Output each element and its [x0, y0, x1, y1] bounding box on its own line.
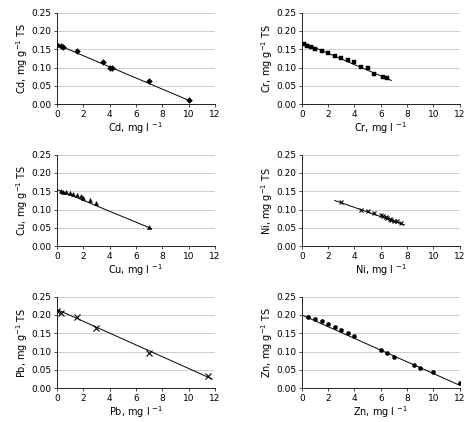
X-axis label: Pb, mg l $^{-1}$: Pb, mg l $^{-1}$	[109, 404, 163, 420]
Y-axis label: Cd, mg g$^{-1}$ TS: Cd, mg g$^{-1}$ TS	[14, 23, 30, 94]
Y-axis label: Ni, mg g$^{-1}$ TS: Ni, mg g$^{-1}$ TS	[259, 166, 275, 235]
X-axis label: Zn, mg l $^{-1}$: Zn, mg l $^{-1}$	[353, 404, 408, 420]
Y-axis label: Pb, mg g$^{-1}$ TS: Pb, mg g$^{-1}$ TS	[14, 307, 30, 378]
Y-axis label: Cu, mg g$^{-1}$ TS: Cu, mg g$^{-1}$ TS	[14, 165, 30, 236]
X-axis label: Cr, mg l $^{-1}$: Cr, mg l $^{-1}$	[354, 120, 407, 136]
X-axis label: Cd, mg l $^{-1}$: Cd, mg l $^{-1}$	[108, 120, 164, 136]
X-axis label: Ni, mg l $^{-1}$: Ni, mg l $^{-1}$	[355, 262, 407, 278]
X-axis label: Cu, mg l $^{-1}$: Cu, mg l $^{-1}$	[108, 262, 164, 278]
Y-axis label: Cr, mg g$^{-1}$ TS: Cr, mg g$^{-1}$ TS	[259, 24, 275, 93]
Y-axis label: Zn, mg g$^{-1}$ TS: Zn, mg g$^{-1}$ TS	[259, 307, 275, 378]
